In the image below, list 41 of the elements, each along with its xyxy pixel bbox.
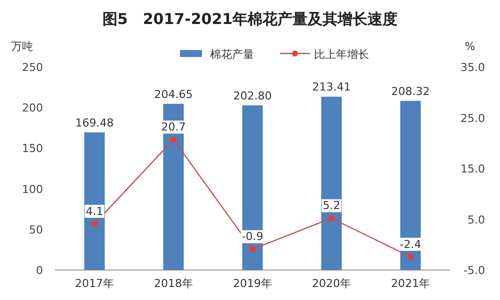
y-tick-label: 150 [22,142,43,156]
point [328,215,335,222]
y-tick-label: 250 [22,61,43,74]
x-tick-label: 2021年 [391,277,430,290]
data-label: -0.9 [242,230,264,244]
point [91,220,98,228]
bar [84,132,105,270]
y2-tick-label: 5.0 [468,213,485,226]
y2-tick-label: 15.0 [460,162,485,176]
x-tick-label: 2017年 [75,277,114,290]
y-tick-label: 100 [22,182,43,196]
y-tick-label: 0 [36,264,43,277]
bar [400,100,421,270]
bar [242,105,263,270]
data-label: 204.65 [154,88,193,101]
y2-tick-label: 25.0 [460,112,485,125]
y-tick-label: 50 [29,223,43,236]
y2-axis-title: % [464,40,476,53]
y-axis-title: 万吨 [11,40,33,53]
bar [163,104,184,270]
bar [321,96,342,270]
x-tick-label: 2019年 [233,277,272,290]
legend-label: 比上年增长 [314,48,369,61]
y2-tick-label: -5.0 [464,264,485,277]
point [170,136,177,143]
x-tick-label: 2020年 [312,277,351,290]
point [249,246,256,252]
y2-tick-label: 35.0 [460,61,485,74]
data-label: -2.4 [400,238,422,251]
y-tick-label: 200 [22,102,43,115]
point [407,254,414,260]
data-label: 202.80 [233,89,272,102]
data-label: 4.1 [86,204,104,218]
data-label: 5.2 [322,199,340,212]
legend-label: 棉花产量 [210,48,254,61]
data-label: 213.41 [312,80,351,94]
data-label: 20.7 [161,120,186,134]
data-label: 208.32 [391,84,430,98]
chart-title: 图5 2017-2021年棉花产量及其增长速度 [102,10,398,28]
data-label: 169.48 [75,116,114,130]
x-tick-label: 2018年 [154,277,193,290]
